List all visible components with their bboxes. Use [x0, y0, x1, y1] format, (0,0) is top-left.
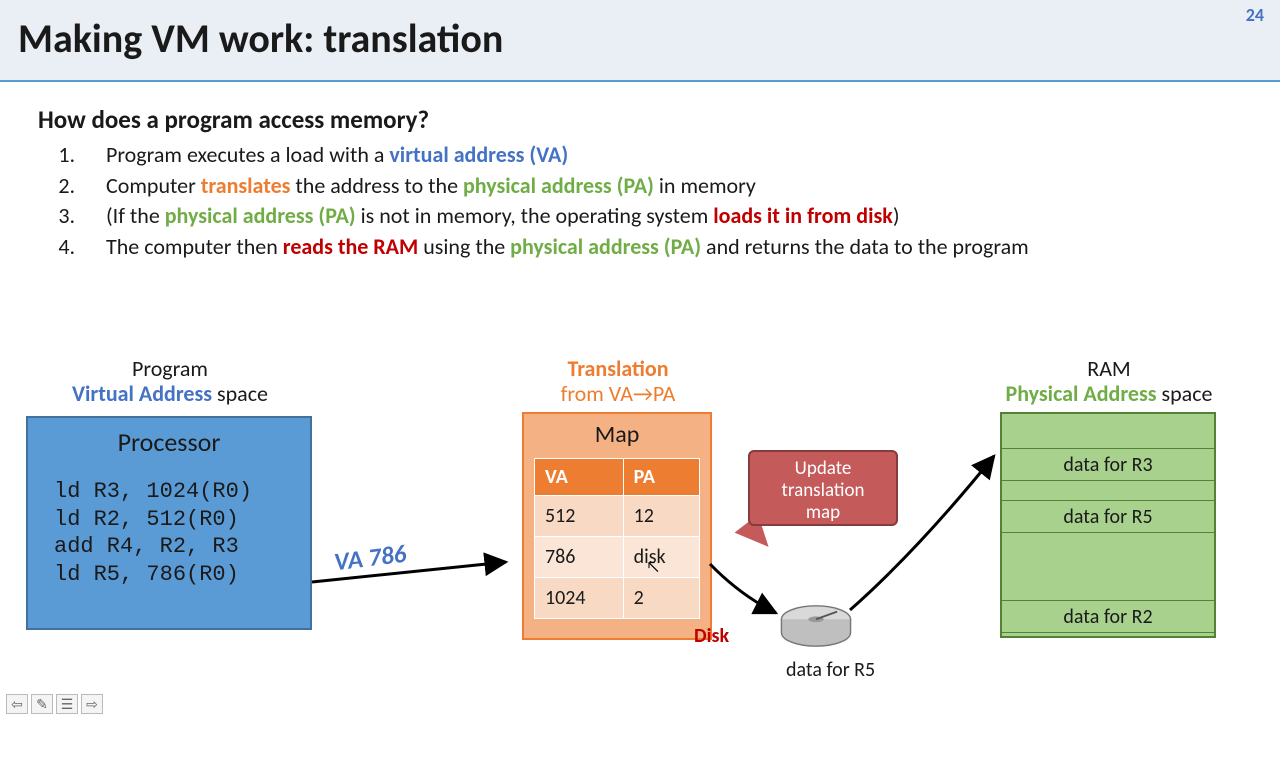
proc-subheader: Virtual Address [72, 380, 212, 407]
map-cell: 1024 [535, 578, 624, 619]
ram-subheader-suffix: space [1157, 380, 1213, 407]
map-box: Map VAPA51212786disk10242 [522, 412, 712, 640]
step-item: (If the physical address (PA) is not in … [80, 201, 1180, 231]
ram-header: RAM [1087, 355, 1130, 382]
disk-icon [777, 602, 855, 650]
nav-prev-icon[interactable]: ⇦ [6, 694, 28, 714]
processor-box: Processor ld R3, 1024(R0) ld R2, 512(R0)… [26, 416, 312, 630]
map-col-header: VA [535, 459, 624, 496]
trans-header: Translation [567, 355, 668, 382]
map-cell: disk [623, 537, 699, 578]
proc-subheader-suffix: space [212, 380, 268, 407]
ram-cell: data for R2 [1002, 600, 1214, 633]
steps-list: Program executes a load with a virtual a… [80, 140, 1180, 263]
trans-subheader: from VA→PA [561, 380, 676, 407]
step-item: The computer then reads the RAM using th… [80, 232, 1180, 262]
ram-box: data for R3 data for R5 data for R2 [1000, 412, 1216, 638]
ram-subheader: Physical Address [1006, 380, 1157, 407]
ram-cell: data for R3 [1002, 448, 1214, 481]
map-table: VAPA51212786disk10242 [534, 458, 700, 619]
map-cell: 512 [535, 496, 624, 537]
cursor-icon: ↖ [646, 558, 660, 577]
map-cell: 12 [623, 496, 699, 537]
update-callout: Update translation map [748, 450, 898, 526]
processor-title: Processor [28, 418, 310, 458]
disk-label: Disk [694, 624, 729, 648]
nav-pen-icon[interactable]: ✎ [31, 694, 53, 714]
map-cell: 2 [623, 578, 699, 619]
map-title: Map [524, 414, 710, 449]
processor-code: ld R3, 1024(R0) ld R2, 512(R0) add R4, R… [54, 478, 252, 588]
slide-number: 24 [1246, 4, 1264, 26]
slide-subtitle: How does a program access memory? [38, 104, 429, 135]
proc-header: Program [132, 355, 208, 382]
slide-title: Making VM work: translation [18, 14, 503, 63]
nav-next-icon[interactable]: ⇨ [81, 694, 103, 714]
step-item: Program executes a load with a virtual a… [80, 140, 1180, 170]
map-col-header: PA [623, 459, 699, 496]
diagram-area: Program Virtual Address space Processor … [0, 350, 1280, 770]
ram-cell: data for R5 [1002, 500, 1214, 533]
step-item: Computer translates the address to the p… [80, 171, 1180, 201]
disk-data-label: data for R5 [786, 658, 875, 682]
nav-menu-icon[interactable]: ☰ [56, 694, 78, 714]
va-annotation: VA 786 [332, 538, 408, 578]
map-cell: 786 [535, 537, 624, 578]
nav-icons: ⇦ ✎ ☰ ⇨ [6, 694, 103, 714]
